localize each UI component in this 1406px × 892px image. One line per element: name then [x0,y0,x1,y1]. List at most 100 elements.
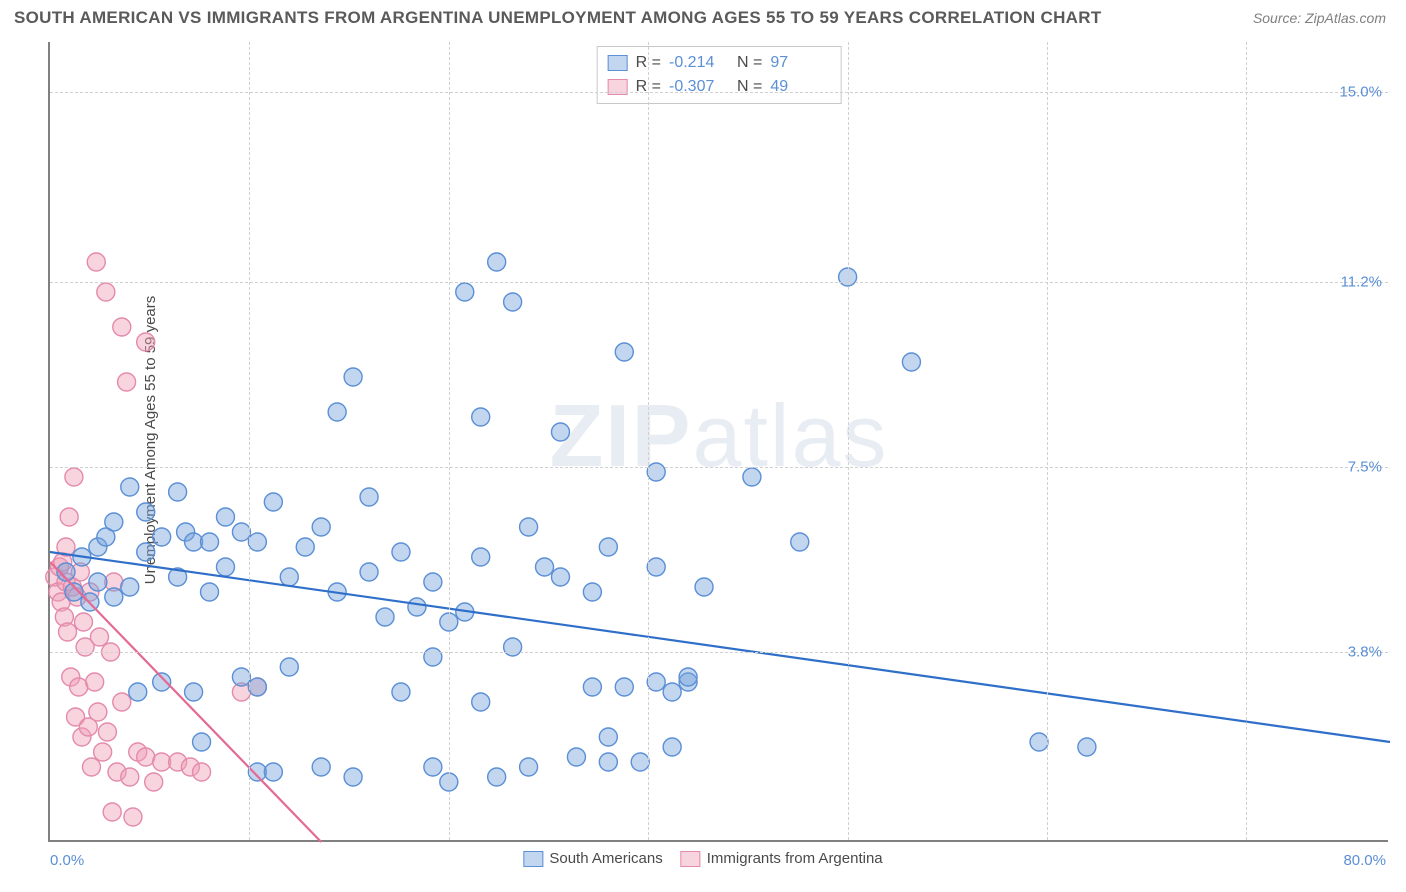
data-point [599,753,617,771]
data-point [86,673,104,691]
data-point [520,758,538,776]
legend-swatch [523,851,543,867]
legend-swatch [608,55,628,71]
data-point [599,538,617,556]
data-point [113,318,131,336]
data-point [90,628,108,646]
legend-label: South Americans [549,850,662,867]
gridline-vertical [449,42,450,840]
gridline-horizontal [50,92,1388,93]
data-point [567,748,585,766]
data-point [97,283,115,301]
data-point [424,573,442,591]
stat-r-value: -0.307 [669,75,729,99]
data-point [424,758,442,776]
data-point [169,483,187,501]
gridline-vertical [1246,42,1247,840]
plot-region: ZIPatlas R =-0.214N =97R =-0.307N =49 3.… [48,42,1388,842]
data-point [232,523,250,541]
gridline-vertical [848,42,849,840]
data-point [344,368,362,386]
data-point [65,468,83,486]
data-point [216,558,234,576]
data-point [615,343,633,361]
data-point [360,563,378,581]
data-point [185,683,203,701]
data-point [60,508,78,526]
data-point [663,738,681,756]
data-point [472,408,490,426]
data-point [488,253,506,271]
data-point [647,558,665,576]
data-point [137,333,155,351]
data-point [647,673,665,691]
gridline-horizontal [50,652,1388,653]
y-tick-label: 11.2% [1341,274,1382,291]
data-point [615,678,633,696]
data-point [248,678,266,696]
data-point [193,733,211,751]
stats-box: R =-0.214N =97R =-0.307N =49 [597,46,842,104]
source-attribution: Source: ZipAtlas.com [1253,10,1386,26]
gridline-vertical [1047,42,1048,840]
data-point [583,678,601,696]
data-point [113,693,131,711]
data-point [89,703,107,721]
data-point [504,293,522,311]
y-tick-label: 7.5% [1348,459,1382,476]
y-tick-label: 3.8% [1348,644,1382,661]
data-point [105,588,123,606]
stats-row: R =-0.214N =97 [608,51,831,75]
data-point [312,758,330,776]
chart-svg [50,42,1388,840]
gridline-horizontal [50,467,1388,468]
data-point [472,693,490,711]
stat-n-value: 49 [770,75,830,99]
data-point [647,463,665,481]
data-point [137,503,155,521]
legend-label: Immigrants from Argentina [707,850,883,867]
data-point [216,508,234,526]
data-point [695,578,713,596]
trend-line-blue [50,552,1390,742]
legend-swatch [681,851,701,867]
data-point [408,598,426,616]
chart-title: SOUTH AMERICAN VS IMMIGRANTS FROM ARGENT… [14,8,1102,28]
data-point [103,803,121,821]
data-point [264,763,282,781]
data-point [424,648,442,666]
data-point [456,283,474,301]
data-point [360,488,378,506]
data-point [264,493,282,511]
data-point [631,753,649,771]
data-point [344,768,362,786]
data-point [75,613,93,631]
data-point [121,578,139,596]
data-point [118,373,136,391]
x-max-label: 80.0% [1343,852,1386,869]
data-point [1078,738,1096,756]
data-point [153,528,171,546]
data-point [248,533,266,551]
data-point [82,758,100,776]
data-point [328,403,346,421]
x-origin-label: 0.0% [50,852,84,869]
data-point [791,533,809,551]
data-point [663,683,681,701]
legend-item: Immigrants from Argentina [681,850,883,867]
data-point [232,668,250,686]
data-point [376,608,394,626]
data-point [583,583,601,601]
data-point [89,573,107,591]
data-point [193,763,211,781]
data-point [1030,733,1048,751]
stat-r-value: -0.214 [669,51,729,75]
data-point [472,548,490,566]
data-point [153,673,171,691]
gridline-horizontal [50,282,1388,283]
data-point [488,768,506,786]
stat-n-label: N = [737,75,762,99]
legend-item: South Americans [523,850,662,867]
stat-n-value: 97 [770,51,830,75]
y-tick-label: 15.0% [1339,84,1382,101]
